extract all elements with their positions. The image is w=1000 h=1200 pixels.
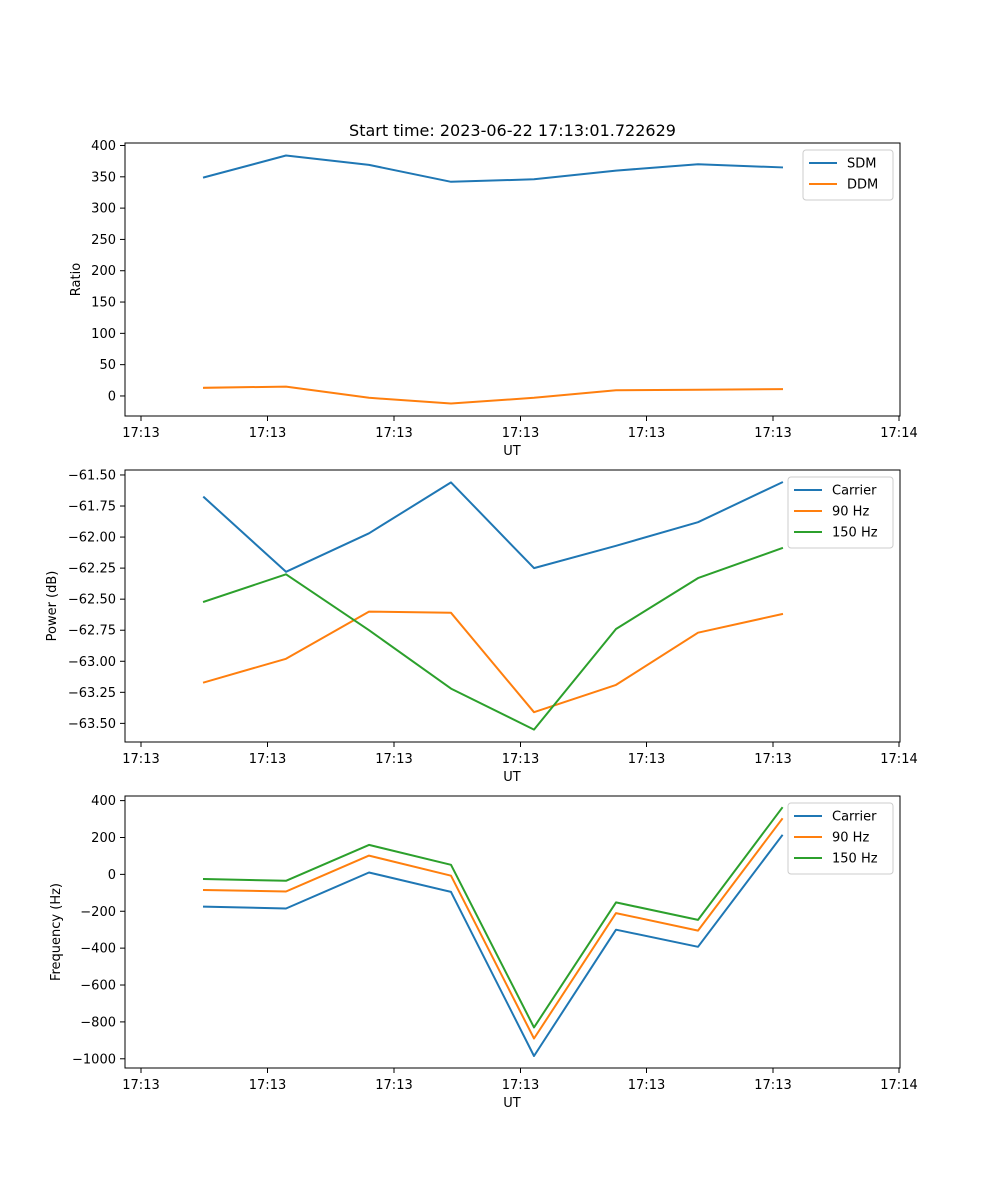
y-tick-label: 200 <box>91 264 116 279</box>
y-tick-label: −63.50 <box>68 717 116 732</box>
x-tick-label: 17:13 <box>754 426 791 441</box>
series-line-ddm <box>202 385 784 405</box>
y-tick-label: 100 <box>91 327 116 342</box>
x-tick-label: 17:13 <box>375 426 412 441</box>
y-tick-label: −62.50 <box>68 593 116 608</box>
y-axis-label: Ratio <box>69 263 84 296</box>
legend-label: Carrier <box>832 810 877 825</box>
legend-label: SDM <box>847 157 876 172</box>
y-tick-label: −61.50 <box>68 468 116 483</box>
y-tick-label: −63.00 <box>68 655 116 670</box>
y-tick-label: −1000 <box>72 1052 116 1067</box>
legend: Carrier 90 Hz 150 Hz <box>787 802 894 875</box>
x-tick-label: 17:14 <box>880 752 917 767</box>
x-tick-label: 17:13 <box>628 1078 665 1093</box>
y-tick-label: −62.25 <box>68 562 116 577</box>
y-tick-label: 300 <box>91 202 116 217</box>
series-line-sdm <box>202 154 784 183</box>
chart-panel-3: 17:13 17:13 17:13 17:13 17:13 17:13 17:14 −1000… <box>49 794 918 1111</box>
y-tick-label: −600 <box>80 979 116 994</box>
series-line-carrier <box>202 834 784 1057</box>
y-tick-label: 150 <box>91 296 116 311</box>
x-tick-label: 17:13 <box>754 752 791 767</box>
y-tick-label: 400 <box>91 794 116 809</box>
y-tick-label: 0 <box>108 868 116 883</box>
axes-frame <box>124 469 901 743</box>
x-tick-label: 17:13 <box>754 1078 791 1093</box>
series-line-90-hz <box>202 610 784 714</box>
axes-frame <box>124 142 901 417</box>
y-tick-label: −62.75 <box>68 624 116 639</box>
x-tick-label: 17:13 <box>249 426 286 441</box>
y-tick-label: −61.75 <box>68 500 116 515</box>
legend-label: DDM <box>847 178 878 193</box>
x-tick-label: 17:13 <box>502 1078 539 1093</box>
y-tick-label: −62.00 <box>68 531 116 546</box>
x-tick-label: 17:13 <box>628 752 665 767</box>
x-axis-label: UT <box>503 444 521 459</box>
legend-label: 150 Hz <box>832 526 878 541</box>
y-axis-label: Frequency (Hz) <box>49 883 64 981</box>
y-tick-label: 350 <box>91 170 116 185</box>
y-tick-label: −800 <box>80 1015 116 1030</box>
series-line-90-hz <box>202 817 784 1040</box>
x-axis-label: UT <box>503 770 521 785</box>
y-tick-label: −400 <box>80 942 116 957</box>
y-tick-label: 0 <box>108 389 116 404</box>
series-line-carrier <box>202 481 784 573</box>
legend: Carrier 90 Hz 150 Hz <box>787 476 894 549</box>
chart-panel-1: 17:13 17:13 17:13 17:13 17:13 17:13 17:14 0 50 10… <box>69 121 918 459</box>
y-tick-label: 50 <box>99 358 116 373</box>
x-tick-label: 17:13 <box>249 752 286 767</box>
legend-box <box>787 802 894 875</box>
x-tick-label: 17:13 <box>375 1078 412 1093</box>
series-line-150-hz <box>202 546 784 731</box>
x-tick-label: 17:13 <box>122 1078 159 1093</box>
legend-label: 150 Hz <box>832 852 878 867</box>
y-tick-label: 200 <box>91 831 116 846</box>
x-tick-label: 17:13 <box>122 426 159 441</box>
y-tick-label: −200 <box>80 905 116 920</box>
x-tick-label: 17:14 <box>880 426 917 441</box>
x-tick-label: 17:14 <box>880 1078 917 1093</box>
legend: SDM DDM <box>802 149 894 201</box>
legend-label: 90 Hz <box>832 505 869 520</box>
legend-box <box>787 476 894 549</box>
x-tick-label: 17:13 <box>122 752 159 767</box>
x-tick-label: 17:13 <box>628 426 665 441</box>
legend-label: 90 Hz <box>832 831 869 846</box>
chart-panel-2: 17:13 17:13 17:13 17:13 17:13 17:13 17:14 −63.5… <box>45 468 918 785</box>
y-axis-label: Power (dB) <box>45 571 60 642</box>
y-tick-label: 400 <box>91 139 116 154</box>
chart-title: Start time: 2023-06-22 17:13:01.722629 <box>349 121 676 140</box>
x-tick-label: 17:13 <box>502 426 539 441</box>
y-tick-label: −63.25 <box>68 686 116 701</box>
y-tick-label: 250 <box>91 233 116 248</box>
axes-frame <box>124 795 901 1069</box>
x-axis-label: UT <box>503 1096 521 1111</box>
series-line-150-hz <box>202 806 784 1029</box>
x-tick-label: 17:13 <box>502 752 539 767</box>
x-tick-label: 17:13 <box>375 752 412 767</box>
legend-label: Carrier <box>832 484 877 499</box>
x-tick-label: 17:13 <box>249 1078 286 1093</box>
